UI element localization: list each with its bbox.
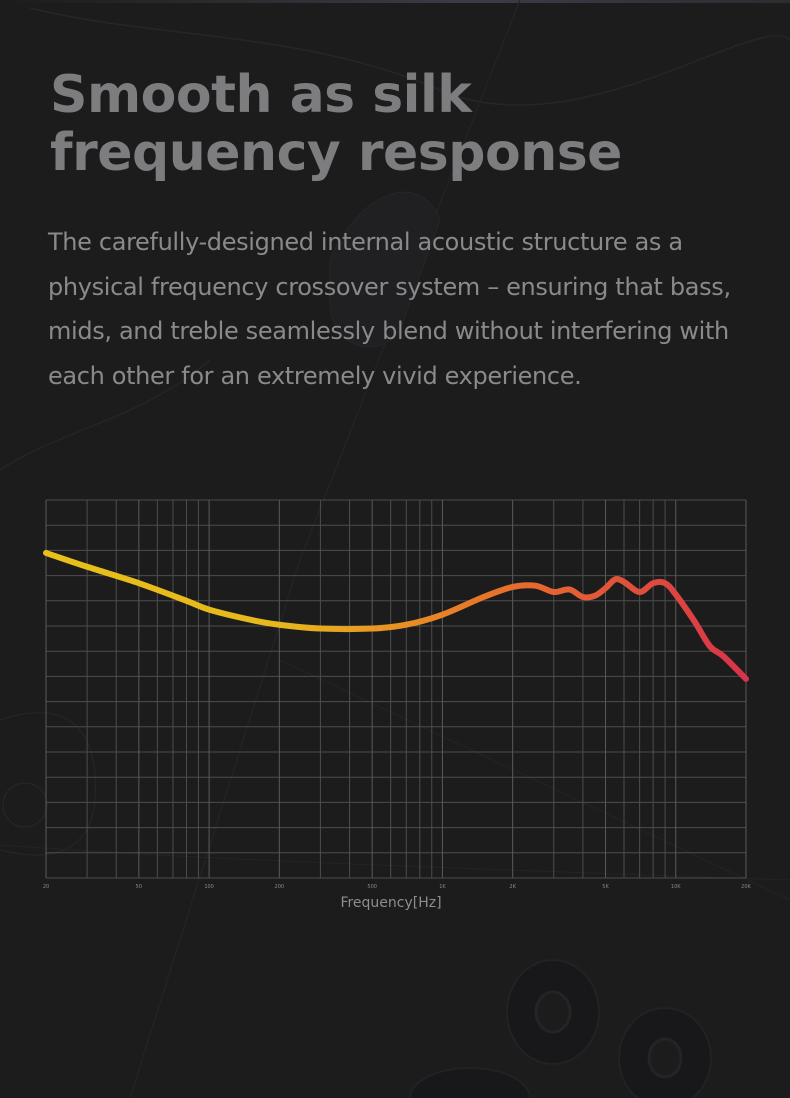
page-title: Smooth as silk frequency response bbox=[50, 66, 622, 182]
x-tick-label: 20K bbox=[741, 884, 751, 890]
x-tick-label: 1K bbox=[439, 884, 446, 890]
title-line-1: Smooth as silk bbox=[50, 65, 472, 125]
x-tick-label: 5K bbox=[602, 884, 609, 890]
x-tick-label: 50 bbox=[136, 884, 142, 890]
x-axis-label: Frequency[Hz] bbox=[340, 895, 441, 911]
x-tick-label: 10K bbox=[671, 884, 681, 890]
x-tick-label: 100 bbox=[204, 884, 214, 890]
top-bar bbox=[0, 0, 790, 3]
x-tick-label: 500 bbox=[367, 884, 377, 890]
description-text: The carefully-designed internal acoustic… bbox=[48, 228, 731, 390]
frequency-response-line bbox=[43, 549, 749, 682]
x-tick-label: 2K bbox=[509, 884, 516, 890]
chart-curve-layer bbox=[43, 549, 749, 682]
x-tick-label: 20 bbox=[43, 884, 49, 890]
x-tick-label: 200 bbox=[275, 884, 285, 890]
chart-grid bbox=[45, 499, 747, 879]
x-tick-labels: 20 50 100 200 500 1K 2K 5K 10K 20K bbox=[43, 884, 752, 890]
title-line-2: frequency response bbox=[50, 123, 622, 183]
